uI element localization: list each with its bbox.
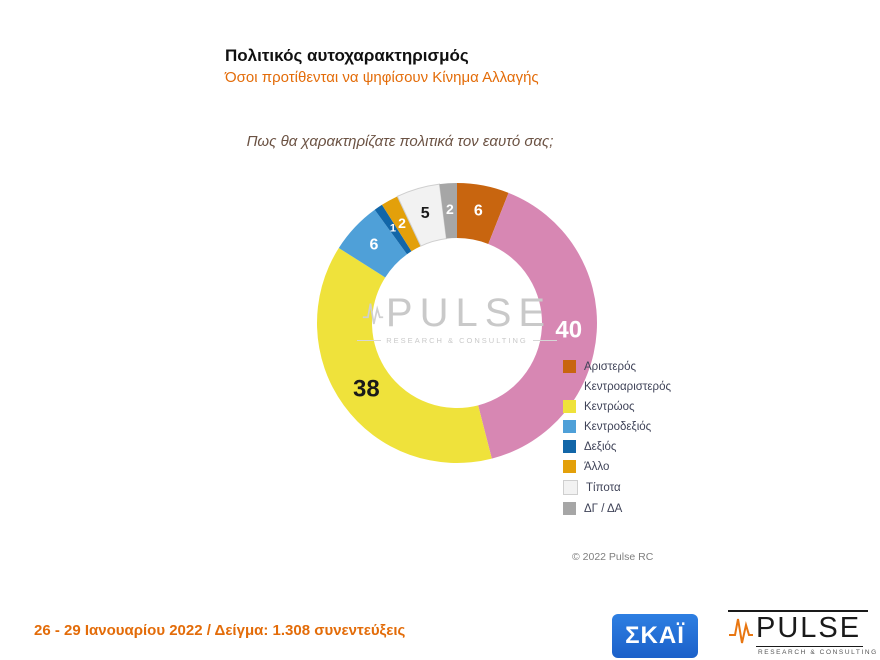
legend-swatch	[563, 502, 576, 515]
donut-chart-wrap: 6 40 38 6 1 2 5 2	[307, 173, 607, 473]
pulse-logo-row: PULSE	[728, 610, 868, 647]
legend-label: Τίποτα	[586, 481, 621, 494]
legend-item: Άλλο	[563, 460, 671, 473]
waveform-icon	[729, 618, 753, 644]
segment-value-label: 1	[390, 223, 396, 235]
legend-label: Αριστερός	[584, 360, 637, 373]
pulse-logo-caption: RESEARCH & CONSULTING	[758, 649, 878, 656]
donut-segment	[439, 183, 457, 239]
legend-swatch	[563, 420, 576, 433]
copyright-note: © 2022 Pulse RC	[572, 551, 654, 563]
legend-label: Άλλο	[584, 460, 610, 473]
pulse-logo-caption-row: RESEARCH & CONSULTING	[728, 649, 876, 656]
header: Πολιτικός αυτοχαρακτηρισμός Όσοι προτίθε…	[225, 46, 539, 86]
segment-value-label: 2	[446, 201, 454, 217]
legend-item: Τίποτα	[563, 480, 671, 495]
pulse-logo: PULSE RESEARCH & CONSULTING	[728, 610, 876, 656]
legend-item: Κεντροδεξιός	[563, 420, 671, 433]
segment-value-label: 5	[421, 205, 430, 222]
legend-label: Δεξιός	[584, 440, 617, 453]
donut-segment	[374, 204, 412, 255]
segment-value-label: 38	[353, 375, 380, 402]
donut-segment	[381, 196, 421, 252]
donut-segment	[396, 183, 447, 247]
legend-swatch	[563, 480, 578, 495]
page-subtitle: Όσοι προτίθενται να ψηφίσουν Κίνημα Αλλα…	[225, 69, 539, 86]
legend-swatch	[563, 460, 576, 473]
segment-value-label: 2	[398, 215, 406, 231]
page-title: Πολιτικός αυτοχαρακτηρισμός	[225, 46, 469, 65]
donut-segment	[338, 209, 408, 278]
legend-label: Κεντρώος	[584, 400, 635, 413]
legend-swatch	[563, 360, 576, 373]
legend-item: Κεντρώος	[563, 400, 671, 413]
chart-question: Πως θα χαρακτηρίζατε πολιτικά τον εαυτό …	[246, 133, 554, 150]
legend-swatch	[563, 440, 576, 453]
segment-value-label: 6	[474, 203, 483, 220]
legend-label: Κεντροαριστερός	[584, 380, 672, 393]
segment-value-label: 6	[369, 236, 378, 253]
skai-logo: ΣΚΑΪ	[612, 614, 698, 658]
legend-swatch	[563, 400, 576, 413]
pulse-wordmark: PULSE	[756, 612, 864, 647]
segment-value-label: 40	[555, 317, 582, 344]
legend-swatch	[563, 380, 576, 393]
legend-item: Κεντροαριστερός	[563, 380, 671, 393]
legend-item: Αριστερός	[563, 360, 671, 373]
legend: Αριστερός Κεντροαριστερός Κεντρώος Κεντροδε…	[563, 360, 671, 522]
legend-label: ΔΓ / ΔΑ	[584, 502, 623, 515]
legend-label: Κεντροδεξιός	[584, 420, 652, 433]
donut-segment	[457, 183, 509, 244]
legend-item: ΔΓ / ΔΑ	[563, 502, 671, 515]
fieldwork-sample-note: 26 - 29 Ιανουαρίου 2022 / Δείγμα: 1.308 …	[34, 622, 406, 639]
donut-segment	[316, 247, 492, 464]
legend-item: Δεξιός	[563, 440, 671, 453]
